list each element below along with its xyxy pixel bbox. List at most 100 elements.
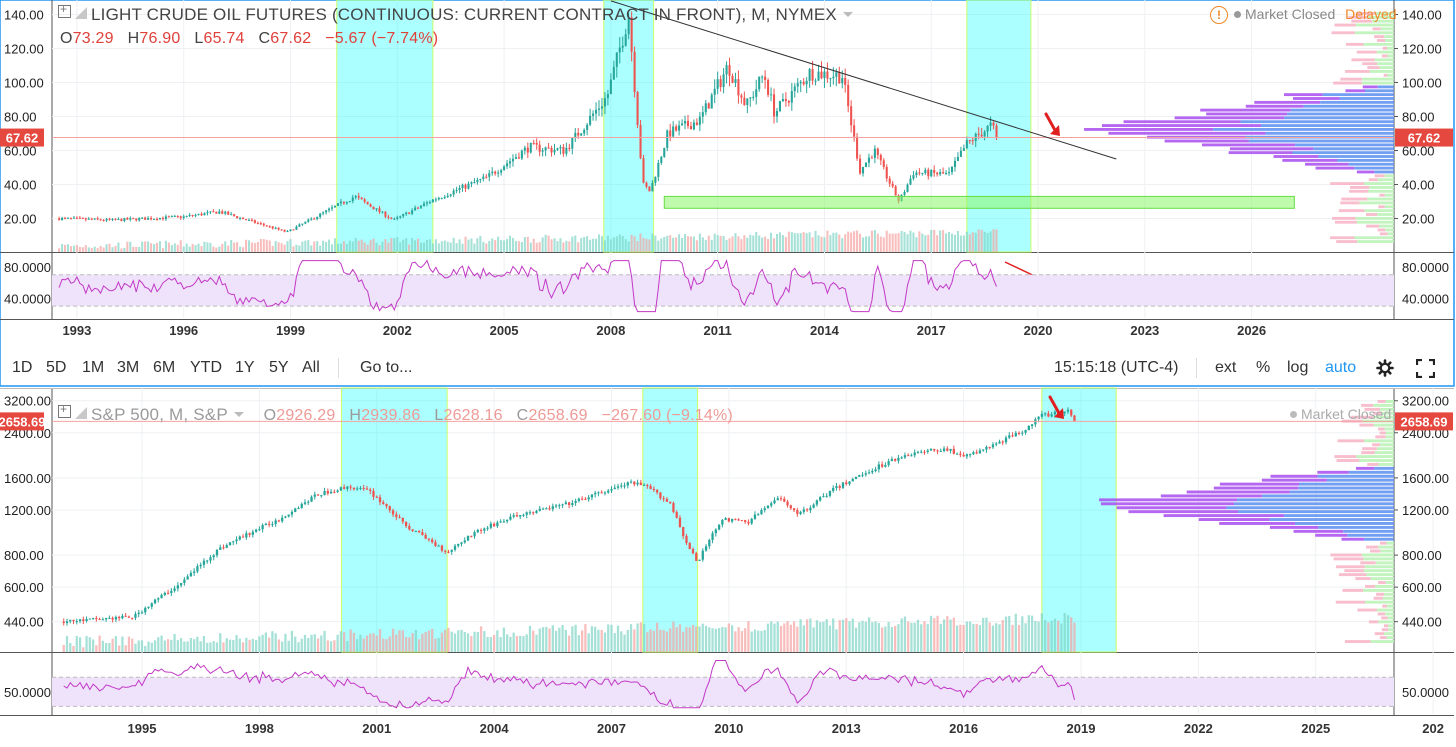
volume-bar xyxy=(323,630,326,652)
volume-profile-bar xyxy=(1213,486,1299,490)
volume-profile-bar xyxy=(1361,451,1375,455)
candle-body xyxy=(328,208,331,211)
candle-body xyxy=(503,166,506,171)
candle-body xyxy=(616,486,620,488)
candle-body xyxy=(655,490,659,493)
volume-bar xyxy=(773,623,776,652)
volume-bar xyxy=(921,233,924,252)
candle-body xyxy=(230,214,233,216)
candle-body xyxy=(936,172,939,175)
auto-toggle[interactable]: auto xyxy=(1325,359,1357,376)
chevron-down-icon[interactable] xyxy=(233,412,244,417)
candle-body xyxy=(304,221,307,224)
volume-bar xyxy=(176,640,179,652)
candle-body xyxy=(910,455,913,457)
volume-profile-bar xyxy=(1377,85,1394,89)
volume-bar xyxy=(1057,620,1060,652)
volume-profile-bar xyxy=(1198,518,1270,521)
volume-bar xyxy=(583,236,586,252)
volume-bar xyxy=(586,236,589,252)
volume-bar xyxy=(930,229,933,252)
volume-bar xyxy=(649,629,652,652)
volume-bar xyxy=(778,232,781,252)
volume-bar xyxy=(968,234,971,252)
volume-bar xyxy=(737,236,740,252)
candle-body xyxy=(313,494,316,497)
volume-bar xyxy=(597,234,601,252)
volume-bar xyxy=(277,242,280,252)
volume-bar xyxy=(476,238,479,252)
expand-icon[interactable] xyxy=(58,402,71,418)
x-tick-label: 2020 xyxy=(1024,323,1053,338)
candle-body xyxy=(858,475,861,477)
ext-toggle[interactable]: ext xyxy=(1215,359,1237,376)
volume-bar xyxy=(600,236,604,252)
volume-bar xyxy=(381,241,384,252)
volume-profile-bar xyxy=(1357,240,1394,243)
volume-bar xyxy=(607,624,610,652)
volume-bar xyxy=(942,230,945,252)
volume-bar xyxy=(408,637,411,652)
range-all[interactable]: All xyxy=(302,359,320,376)
candle-body xyxy=(446,195,449,198)
volume-bar xyxy=(949,619,952,652)
volume-bar xyxy=(835,629,838,652)
chevron-down-icon[interactable] xyxy=(842,12,853,17)
arrow-down-icon xyxy=(1048,395,1062,417)
range-1y[interactable]: 1Y xyxy=(235,359,255,376)
candle-body xyxy=(678,517,682,527)
volume-profile-bar xyxy=(1322,93,1394,97)
candle-body xyxy=(787,100,790,103)
volume-bar xyxy=(850,232,853,252)
warning-icon[interactable]: ! xyxy=(1210,6,1228,24)
volume-profile-bar xyxy=(1326,478,1394,482)
volume-bar xyxy=(219,633,222,652)
range-5y[interactable]: 5Y xyxy=(269,359,289,376)
volume-bar xyxy=(387,242,390,252)
candle-body xyxy=(294,508,297,512)
candle-body xyxy=(339,487,343,491)
candle-body xyxy=(704,546,708,551)
log-toggle[interactable]: log xyxy=(1287,359,1309,376)
volume-bar xyxy=(814,230,817,252)
volume-profile-bar xyxy=(1368,189,1394,193)
candle-body xyxy=(724,518,727,520)
clock-time[interactable]: 15:15:18 (UTC-4) xyxy=(1054,359,1179,376)
percent-toggle[interactable]: % xyxy=(1256,359,1271,376)
candle-body xyxy=(491,171,494,174)
volume-bar xyxy=(613,633,616,652)
volume-bar xyxy=(708,627,711,652)
range-3m[interactable]: 3M xyxy=(117,359,140,376)
expand-icon[interactable] xyxy=(58,2,71,18)
gear-icon[interactable] xyxy=(1376,359,1394,377)
y-tick-label-left: 1600.00 xyxy=(4,471,51,486)
range-1m[interactable]: 1M xyxy=(82,359,105,376)
range-6m[interactable]: 6M xyxy=(153,359,176,376)
volume-bar xyxy=(853,231,856,252)
candle-body xyxy=(805,509,809,511)
volume-bar xyxy=(988,622,991,652)
range-5d[interactable]: 5D xyxy=(46,359,67,376)
volume-bar xyxy=(894,625,897,652)
volume-bar xyxy=(227,245,230,252)
volume-profile-bar xyxy=(1334,220,1357,224)
candle-body xyxy=(450,549,453,552)
candle-body xyxy=(659,492,662,499)
candle-body xyxy=(1001,441,1004,443)
volume-bar xyxy=(499,637,502,652)
candle-body xyxy=(719,79,722,87)
volume-bar xyxy=(366,244,369,252)
volume-profile-bar xyxy=(1344,640,1371,643)
volume-profile-bar xyxy=(1356,455,1394,459)
range-1d[interactable]: 1D xyxy=(12,359,33,376)
goto-button[interactable]: Go to... xyxy=(360,359,413,376)
volume-profile-bar xyxy=(1287,112,1394,116)
volume-bar xyxy=(882,237,885,252)
fullscreen-icon[interactable] xyxy=(1416,359,1435,378)
oil-title[interactable]: LIGHT CRUDE OIL FUTURES (CONTINUOUS: CUR… xyxy=(91,5,837,24)
volume-bar xyxy=(329,641,333,652)
spx-title[interactable]: S&P 500, M, S&P xyxy=(91,405,228,424)
range-ytd[interactable]: YTD xyxy=(190,359,222,376)
candle-body xyxy=(698,116,701,125)
